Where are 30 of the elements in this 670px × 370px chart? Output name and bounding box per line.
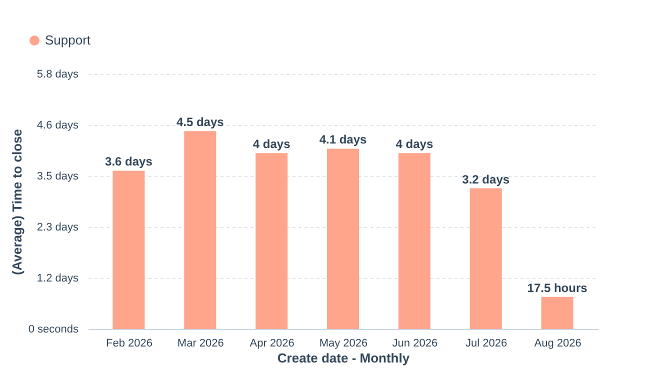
x-tick-label: Aug 2026 bbox=[534, 338, 582, 350]
x-tick-label: May 2026 bbox=[319, 338, 368, 350]
bar bbox=[327, 148, 359, 329]
text: 3.6 days bbox=[105, 154, 152, 169]
y-tick-label: 0 seconds bbox=[28, 324, 79, 336]
text: 4 days bbox=[252, 137, 290, 152]
x-tick-label: Jul 2026 bbox=[466, 338, 508, 350]
bar bbox=[398, 153, 430, 329]
text: 4.1 days bbox=[319, 132, 367, 147]
bar bbox=[184, 131, 216, 329]
x-tick-label: Mar 2026 bbox=[177, 338, 224, 350]
text: 17.5 hours bbox=[527, 280, 588, 295]
y-tick-label: 3.5 days bbox=[36, 170, 79, 182]
x-tick-label: Feb 2026 bbox=[106, 338, 152, 350]
legend-label: Support bbox=[45, 32, 91, 48]
y-tick-label: 5.8 days bbox=[36, 68, 79, 80]
text: 3.2 days bbox=[462, 172, 510, 186]
x-tick-label: Jun 2026 bbox=[392, 338, 438, 350]
x-axis-title: Create date - Monthly bbox=[277, 350, 410, 366]
bar bbox=[541, 296, 574, 329]
y-tick-label: 2.3 days bbox=[36, 222, 79, 234]
y-tick-label: 4.6 days bbox=[36, 120, 79, 132]
bar bbox=[256, 153, 288, 329]
text: 4 days bbox=[396, 137, 434, 152]
y-tick-label: 1.2 days bbox=[36, 272, 79, 284]
bar bbox=[112, 170, 145, 329]
x-tick-label: Apr 2026 bbox=[250, 338, 294, 350]
text: 4.5 days bbox=[176, 115, 224, 130]
bar bbox=[470, 188, 502, 329]
y-axis-title: (Average) Time to close bbox=[9, 129, 24, 275]
